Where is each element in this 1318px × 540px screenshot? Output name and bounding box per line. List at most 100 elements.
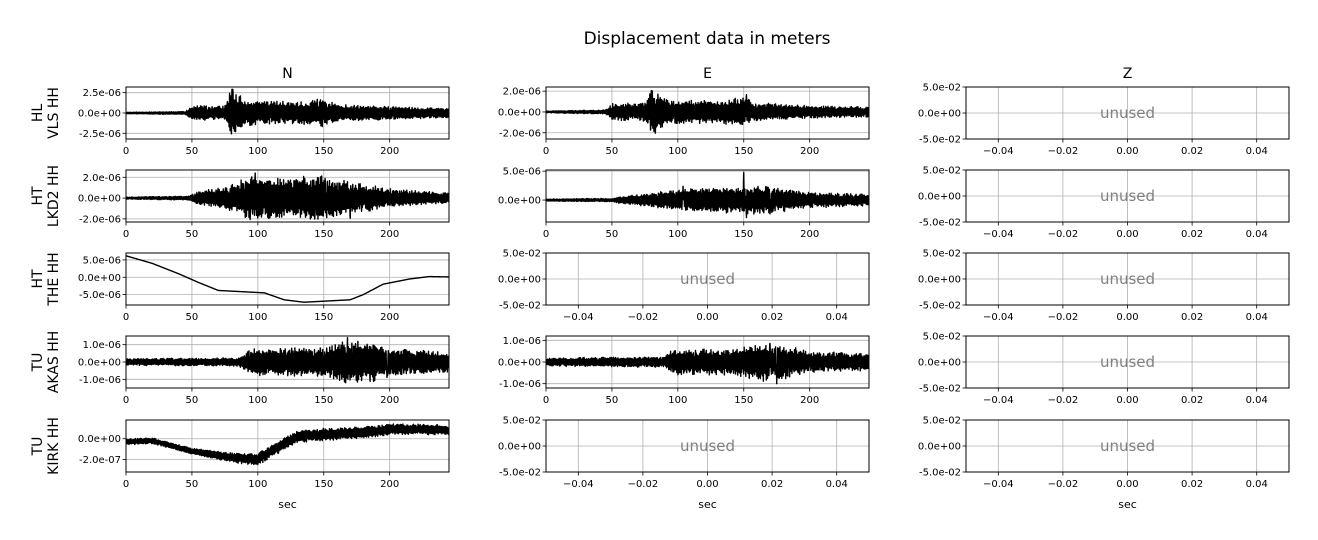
y-tick-label: -5.0e-02 <box>919 218 961 229</box>
x-tick-label: −0.04 <box>983 229 1014 240</box>
y-tick-label: 0.0e+00 <box>78 273 121 284</box>
x-tick-label: 0.02 <box>1181 312 1203 323</box>
x-tick-label: 100 <box>248 229 267 240</box>
x-tick-label: 200 <box>380 479 399 490</box>
x-tick-label: 50 <box>186 395 199 406</box>
x-tick-label: 200 <box>380 395 399 406</box>
x-tick-label: 200 <box>800 395 819 406</box>
panel-frame <box>125 419 450 473</box>
x-tick-label: 150 <box>314 146 333 157</box>
x-tick-label: 200 <box>380 312 399 323</box>
x-tick-label: 150 <box>314 479 333 490</box>
row-label-station: THE HH <box>46 252 62 306</box>
y-tick-label: 0.0e+00 <box>498 196 541 207</box>
y-tick-label: 0.0e+00 <box>78 109 121 120</box>
x-tick-label: −0.04 <box>563 312 594 323</box>
y-tick-label: -2.0e-06 <box>499 128 541 139</box>
x-tick-label: 0.02 <box>761 479 783 490</box>
x-tick-label: 0.04 <box>1246 395 1268 406</box>
y-tick-label: 5.0e-02 <box>923 332 961 343</box>
x-tick-label: 100 <box>668 395 687 406</box>
column-title-e: E <box>703 66 712 82</box>
panel-frame <box>965 419 1290 473</box>
unused-label: unused <box>1100 187 1155 205</box>
panel-3-z: −0.04 −0.02 0.00 0.02 0.04 -5.0e-02 0.0e+00 5.0… <box>918 332 1290 406</box>
unused-label: unused <box>1100 437 1155 455</box>
panel-3-e: 0 50 100 150 200 -1.0e-06 0.0e+00 1.0e-06 <box>498 335 870 406</box>
x-tick-label: −0.04 <box>983 395 1014 406</box>
row-label-4: TU KIRK HH <box>30 417 62 475</box>
x-tick-label: 100 <box>248 395 267 406</box>
panel-frame <box>965 169 1290 223</box>
x-tick-label: 0.04 <box>1246 312 1268 323</box>
x-tick-label: 100 <box>668 146 687 157</box>
row-label-station: VLS HH <box>46 87 62 139</box>
panel-frame <box>965 252 1290 306</box>
row-label-network: TU <box>30 353 46 373</box>
x-tick-label: 0 <box>543 229 549 240</box>
y-tick-label: 2.0e-06 <box>503 87 541 98</box>
x-tick-label: 50 <box>186 312 199 323</box>
y-tick-label: 0.0e+00 <box>498 358 541 369</box>
x-tick-label: 50 <box>186 146 199 157</box>
row-label-2: HT THE HH <box>30 252 62 306</box>
x-tick-label: 200 <box>380 146 399 157</box>
row-label-0: HL VLS HH <box>30 87 62 139</box>
x-tick-label: 0.00 <box>1116 395 1138 406</box>
x-tick-label: 0.04 <box>1246 146 1268 157</box>
x-tick-label: −0.04 <box>983 479 1014 490</box>
column-title-z: Z <box>1123 66 1133 82</box>
x-tick-label: 200 <box>380 229 399 240</box>
row-label-network: HT <box>30 186 46 206</box>
panel-0-n: 0 50 100 150 200 -2.5e-06 0.0e+00 2.5e-06 <box>78 86 450 157</box>
y-tick-label: -2.5e-06 <box>79 129 121 140</box>
panel-2-n: 0 50 100 150 200 -5.0e-06 0.0e+00 5.0e-06 <box>78 252 450 323</box>
x-tick-label: 0.00 <box>1116 146 1138 157</box>
x-tick-label: 0.04 <box>1246 229 1268 240</box>
panel-frame <box>965 86 1290 140</box>
x-tick-label: 100 <box>248 146 267 157</box>
panel-1-z: −0.04 −0.02 0.00 0.02 0.04 -5.0e-02 0.0e+00 5.0… <box>918 166 1290 240</box>
panel-4-z: −0.04 −0.02 0.00 0.02 0.04 -5.0e-02 0.0e+00 5.0… <box>918 416 1290 490</box>
x-tick-label: 0.00 <box>1116 312 1138 323</box>
y-tick-label: -2.0e-06 <box>79 214 121 225</box>
y-tick-label: 2.0e-06 <box>83 173 121 184</box>
figure-title: Displacement data in meters <box>584 29 831 49</box>
panel-frame <box>545 86 870 140</box>
x-tick-label: 0 <box>123 479 129 490</box>
y-tick-label: -5.0e-02 <box>919 135 961 146</box>
panel-0-e: 0 50 100 150 200 -2.0e-06 0.0e+00 2.0e-06 <box>498 86 870 157</box>
panel-0-z: −0.04 −0.02 0.00 0.02 0.04 -5.0e-02 0.0e+00 5.0… <box>918 83 1290 157</box>
y-tick-label: 0.0e+00 <box>78 434 121 445</box>
unused-label: unused <box>680 437 735 455</box>
x-tick-label: 100 <box>668 229 687 240</box>
waveform-trace <box>126 255 449 303</box>
x-tick-label: −0.02 <box>1048 479 1079 490</box>
y-tick-label: 0.0e+00 <box>78 194 121 205</box>
waveform-trace <box>546 89 869 134</box>
x-tick-label: 50 <box>606 229 619 240</box>
y-tick-label: -5.0e-02 <box>919 301 961 312</box>
x-tick-label: −0.02 <box>1048 229 1079 240</box>
y-tick-label: 0.0e+00 <box>498 275 541 286</box>
waveform-trace <box>546 342 869 385</box>
panel-frame <box>965 335 1290 389</box>
x-tick-label: 0 <box>543 395 549 406</box>
panel-4-n: 0 50 100 150 200 -2.0e-07 0.0e+00 <box>78 419 450 490</box>
y-tick-label: 5.0e-06 <box>503 167 541 178</box>
x-tick-label: 150 <box>734 229 753 240</box>
y-tick-label: -5.0e-02 <box>919 468 961 479</box>
x-tick-label: 150 <box>734 395 753 406</box>
panel-3-n: 0 50 100 150 200 -1.0e-06 0.0e+00 1.0e-06 <box>78 335 450 406</box>
x-tick-label: 0 <box>543 146 549 157</box>
x-tick-label: 0.04 <box>826 312 848 323</box>
x-tick-label: 0 <box>123 229 129 240</box>
panel-4-e: −0.04 −0.02 0.00 0.02 0.04 -5.0e-02 0.0e+00 5.0… <box>498 416 870 490</box>
y-tick-label: 0.0e+00 <box>78 358 121 369</box>
y-tick-label: -5.0e-02 <box>499 301 541 312</box>
row-label-1: HT LKD2 HH <box>30 165 62 227</box>
x-tick-label: 200 <box>800 229 819 240</box>
y-tick-label: 5.0e-02 <box>923 249 961 260</box>
unused-label: unused <box>1100 104 1155 122</box>
